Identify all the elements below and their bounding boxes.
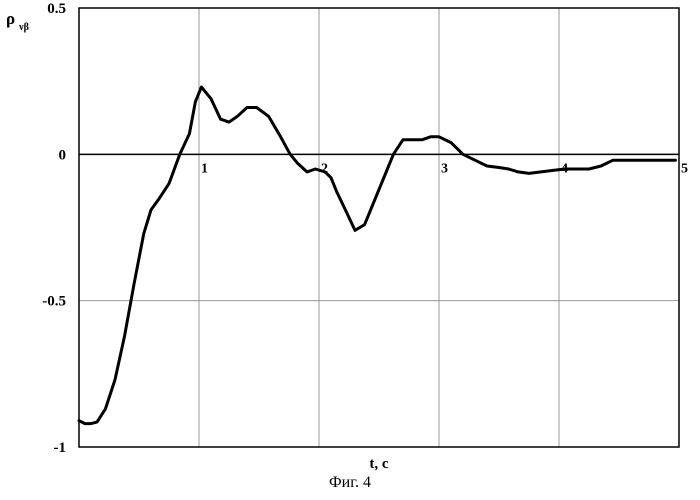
x-tick-label: 3	[441, 161, 448, 176]
y-axis-label: ρνβ	[6, 9, 29, 33]
y-axis-label-main: ρ	[6, 9, 15, 28]
y-tick-label: 0	[59, 147, 67, 163]
grid-lines	[79, 8, 679, 447]
y-axis-label-sub: νβ	[18, 22, 29, 33]
x-axis-label: t, c	[369, 456, 388, 472]
plot-frame	[79, 8, 679, 447]
y-tick-label: -1	[54, 440, 67, 456]
x-tick-label: 5	[681, 161, 688, 176]
y-tick-label: -0.5	[42, 294, 66, 310]
x-tick-labels: 12345	[201, 161, 688, 176]
series-line	[79, 87, 675, 424]
x-tick-label: 1	[201, 161, 208, 176]
y-tick-label: 0.5	[47, 1, 66, 17]
y-tick-labels: 0.5 0 -0.5 -1	[42, 1, 66, 456]
figure-caption: Фиг. 4	[0, 474, 700, 492]
